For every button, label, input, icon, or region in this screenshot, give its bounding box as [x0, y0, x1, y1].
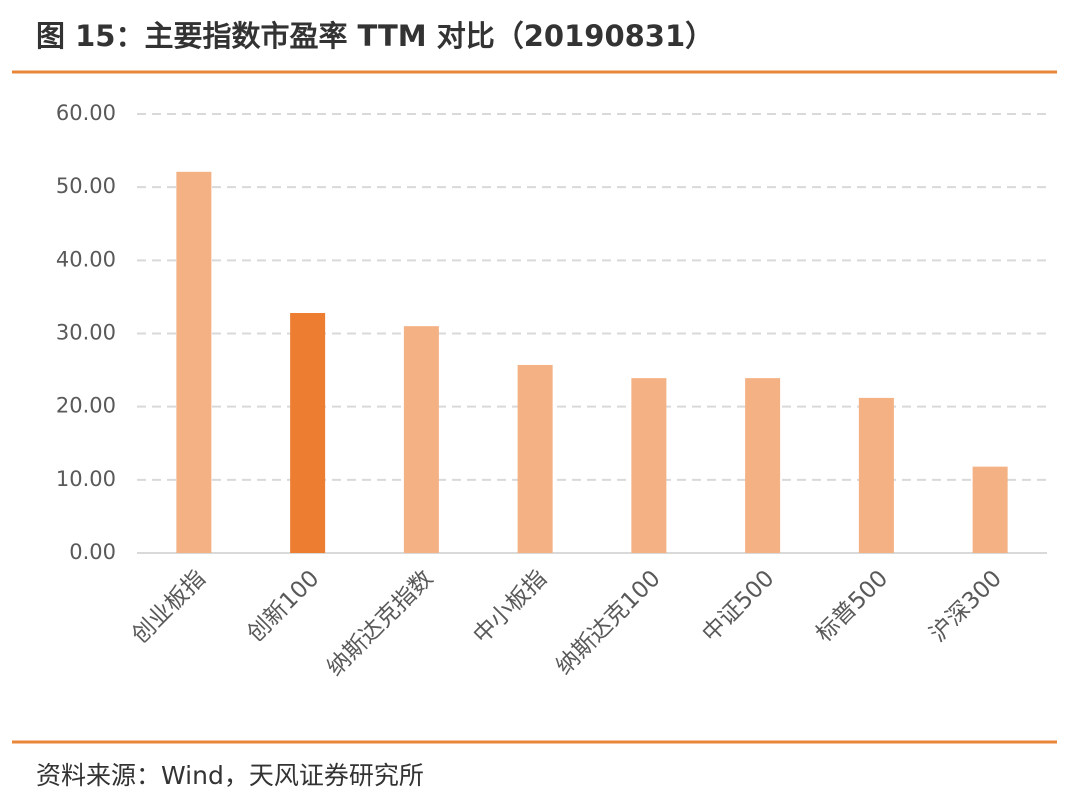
bar — [176, 171, 212, 553]
x-tick-label: 标普500 — [811, 565, 893, 647]
bar — [517, 364, 553, 553]
y-tick-label: 50.00 — [56, 174, 116, 198]
bar — [745, 378, 781, 553]
x-tick-label: 中证500 — [698, 565, 780, 647]
y-tick-label: 0.00 — [69, 540, 116, 564]
y-tick-label: 60.00 — [56, 101, 116, 125]
x-tick-label: 沪深300 — [925, 565, 1007, 647]
bar — [290, 313, 326, 553]
x-tick-label: 纳斯达克指数 — [322, 565, 438, 681]
x-tick-label: 创业板指 — [127, 565, 210, 648]
y-tick-label: 20.00 — [56, 394, 116, 418]
y-tick-label: 10.00 — [56, 467, 116, 491]
bar — [631, 378, 667, 553]
x-tick-label: 中小板指 — [469, 565, 552, 648]
x-tick-label: 创新100 — [243, 565, 325, 647]
source: 资料来源：Wind，天风证券研究所 — [36, 761, 424, 790]
y-tick-label: 30.00 — [56, 321, 116, 345]
bar — [972, 466, 1008, 553]
y-tick-label: 40.00 — [56, 247, 116, 271]
x-tick-label: 纳斯达克100 — [551, 565, 665, 679]
title: 图 15：主要指数市盈率 TTM 对比（20190831） — [36, 19, 714, 53]
bar — [858, 397, 894, 553]
bar — [403, 326, 439, 553]
